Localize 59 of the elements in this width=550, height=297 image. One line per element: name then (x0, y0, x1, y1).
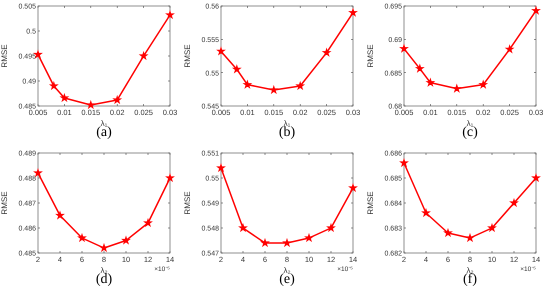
y-axis-title: RMSE (183, 44, 192, 68)
point (296, 82, 304, 90)
text: (b) (278, 125, 296, 140)
point (261, 238, 269, 246)
point (349, 184, 357, 192)
x-axis-title: λ₂ (100, 266, 108, 275)
y-axis-title: RMSE (366, 44, 375, 68)
point (270, 86, 278, 94)
point (422, 208, 430, 216)
point (34, 168, 42, 176)
point (506, 45, 514, 53)
point (60, 94, 68, 102)
point (327, 224, 335, 232)
point (322, 48, 330, 56)
text: (d) (96, 272, 112, 287)
point (305, 234, 313, 242)
point (100, 244, 108, 252)
text: (c) (462, 125, 478, 140)
x-axis-title: λ₂ (466, 266, 474, 275)
point (56, 211, 64, 219)
point (113, 96, 122, 104)
point (217, 47, 225, 55)
point (349, 8, 357, 16)
x-axis-title: λ₁ (284, 119, 291, 128)
x-axis-title: λ₂ (283, 266, 291, 275)
point (488, 224, 496, 232)
text: (a) (96, 125, 112, 140)
point (510, 198, 518, 206)
point (532, 6, 540, 14)
point (144, 218, 152, 226)
point (444, 228, 452, 236)
point (50, 82, 58, 90)
point (232, 65, 241, 73)
y-axis-title: RMSE (0, 191, 9, 215)
point (452, 84, 461, 92)
point (140, 52, 148, 60)
x-axis-title: λ₁ (466, 119, 474, 128)
point (244, 80, 252, 88)
point (217, 164, 225, 172)
y-axis-title: RMSE (366, 191, 375, 215)
point (466, 234, 474, 242)
x-axis-title: λ₁ (100, 119, 108, 128)
point (86, 100, 95, 108)
point (283, 238, 291, 246)
point (479, 80, 488, 88)
point (239, 224, 247, 232)
point (426, 78, 434, 86)
y-axis-title: RMSE (0, 44, 9, 68)
point (166, 174, 174, 182)
point (166, 10, 174, 18)
point (78, 234, 86, 242)
point (400, 44, 408, 52)
text: (e) (279, 272, 296, 287)
point (122, 236, 130, 244)
text: (f) (463, 272, 478, 287)
y-axis-title: RMSE (183, 191, 192, 215)
point (532, 174, 540, 182)
point (416, 64, 424, 72)
point (400, 158, 408, 166)
